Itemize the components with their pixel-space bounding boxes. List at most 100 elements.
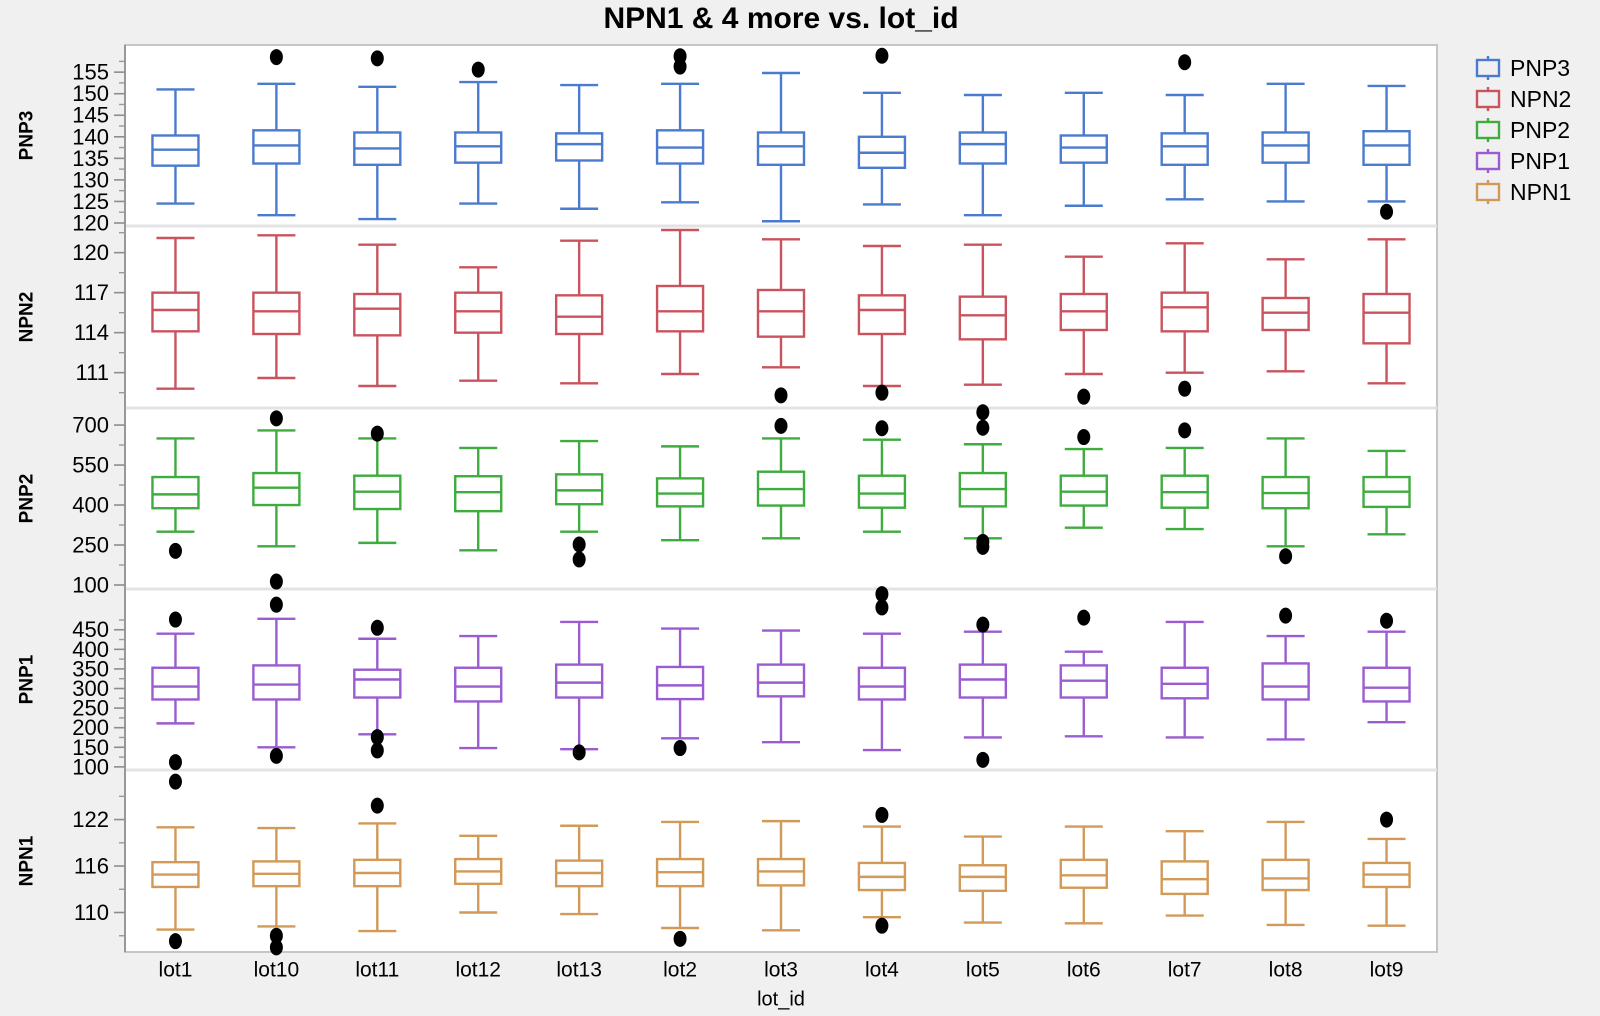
outlier-dot xyxy=(976,538,990,555)
boxplot-NPN2-lot9 xyxy=(1362,238,1411,385)
boxplot-NPN2-lot3 xyxy=(756,238,806,369)
boxplot-NPN1-lot6 xyxy=(1059,825,1108,925)
outlier-dot xyxy=(269,939,283,956)
legend-label: PNP3 xyxy=(1510,55,1570,81)
outlier-dot xyxy=(976,404,990,421)
legend-item-PNP2: PNP2 xyxy=(1475,117,1570,143)
outlier-dot xyxy=(471,61,485,78)
iqr-box xyxy=(554,132,604,162)
y-tick-label: 150 xyxy=(72,735,109,760)
boxplot-PNP1-lot12 xyxy=(454,634,503,750)
y-tick-label: 130 xyxy=(72,167,109,192)
iqr-box xyxy=(252,291,301,336)
y-tick-label: 100 xyxy=(72,573,109,598)
boxplot-NPN2-lot7 xyxy=(1160,242,1209,374)
y-tick-label: 700 xyxy=(72,413,109,438)
outlier-dot xyxy=(875,384,889,401)
iqr-box xyxy=(1362,129,1411,167)
boxplot-NPN1-lot12 xyxy=(454,834,503,914)
boxplot-PNP3-lot8 xyxy=(1261,82,1310,203)
iqr-box xyxy=(1362,666,1411,703)
iqr-box xyxy=(252,471,301,507)
y-tick-label: 450 xyxy=(72,617,109,642)
boxplot-NPN2-lot12 xyxy=(454,266,503,382)
outlier-dot xyxy=(1178,54,1192,71)
iqr-box xyxy=(252,129,301,165)
x-axis-title: lot_id xyxy=(757,989,805,1011)
legend-swatch-box xyxy=(1475,89,1501,109)
y-tick-label: 300 xyxy=(72,676,109,701)
iqr-box xyxy=(1261,858,1310,892)
outlier-dot xyxy=(370,50,384,67)
outlier-dot xyxy=(269,410,283,427)
legend-swatch-box xyxy=(1475,151,1501,171)
boxplot-PNP1-lot11 xyxy=(353,637,402,736)
boxplot-PNP2-lot6 xyxy=(1059,447,1108,529)
outlier-dot xyxy=(370,729,384,746)
iqr-box xyxy=(1362,292,1411,345)
outlier-dot xyxy=(875,917,889,934)
boxplot-PNP3-lot6 xyxy=(1059,91,1108,207)
boxplot-PNP3-lot5 xyxy=(958,93,1008,217)
boxplot-NPN1-lot2 xyxy=(655,820,705,930)
outlier-dot xyxy=(269,49,283,66)
boxplot-PNP2-lot8 xyxy=(1261,437,1310,548)
outlier-dot xyxy=(168,542,182,559)
x-tick-label-lot12: lot12 xyxy=(455,958,501,981)
legend-label: NPN1 xyxy=(1510,179,1571,205)
iqr-box xyxy=(1261,296,1310,332)
legend-swatch-box xyxy=(1475,120,1501,140)
y-tick-label: 250 xyxy=(72,533,109,558)
boxplot-PNP3-lot10 xyxy=(252,82,301,217)
outlier-dot xyxy=(269,747,283,764)
legend: PNP3 NPN2 PNP2 PNP1 NPN1 xyxy=(1475,55,1571,205)
iqr-box xyxy=(1160,291,1209,333)
boxplot-NPN2-lot5 xyxy=(958,243,1008,386)
legend-item-PNP1: PNP1 xyxy=(1475,148,1570,174)
iqr-box xyxy=(1059,858,1108,889)
boxplot-NPN2-lot6 xyxy=(1059,255,1108,376)
boxplot-PNP3-lot3 xyxy=(756,71,806,223)
outlier-dot xyxy=(875,586,889,603)
legend-item-NPN1: NPN1 xyxy=(1475,179,1571,205)
outlier-dot xyxy=(1077,609,1091,626)
panel-PNP2: 700 550 400 250 100 PNP2 xyxy=(17,404,1437,598)
y-tick-label: 120 xyxy=(72,240,109,265)
iqr-box xyxy=(151,666,200,701)
boxplot-NPN1-lot10 xyxy=(252,826,301,928)
boxplot-PNP1-lot9 xyxy=(1362,630,1411,724)
y-tick-label: 100 xyxy=(72,754,109,779)
y-tick-label: 116 xyxy=(74,854,109,879)
x-tick-label-lot3: lot3 xyxy=(764,958,798,981)
x-tick-label-lot6: lot6 xyxy=(1067,958,1101,981)
iqr-box xyxy=(756,288,806,338)
outlier-dot xyxy=(875,47,889,64)
boxplot-PNP3-lot7 xyxy=(1160,93,1209,201)
boxplot-NPN1-lot3 xyxy=(756,819,806,932)
boxplot-PNP2-lot4 xyxy=(857,438,907,533)
boxplot-NPN1-lot13 xyxy=(554,824,604,916)
panel-label-PNP3: PNP3 xyxy=(17,111,38,161)
boxplot-PNP2-lot1 xyxy=(151,437,200,533)
outlier-dot xyxy=(1279,607,1293,624)
boxplot-PNP1-lot4 xyxy=(857,632,907,752)
outlier-dot xyxy=(572,551,586,568)
iqr-box xyxy=(958,295,1008,341)
y-tick-label: 400 xyxy=(72,637,109,662)
outlier-dot xyxy=(774,387,788,404)
boxplot-PNP2-lot7 xyxy=(1160,446,1209,531)
y-tick-label: 135 xyxy=(72,146,109,171)
boxplot-PNP3-lot1 xyxy=(151,88,200,205)
iqr-box xyxy=(756,663,806,698)
legend-item-PNP3: PNP3 xyxy=(1475,55,1570,81)
boxplot-PNP2-lot10 xyxy=(252,429,301,548)
outlier-dot xyxy=(673,740,687,757)
boxplot-NPN1-lot1 xyxy=(151,826,200,931)
outlier-dot xyxy=(572,536,586,553)
iqr-box xyxy=(1160,132,1209,167)
iqr-box xyxy=(454,475,503,513)
iqr-box xyxy=(353,668,402,699)
y-tick-label: 150 xyxy=(72,81,109,106)
